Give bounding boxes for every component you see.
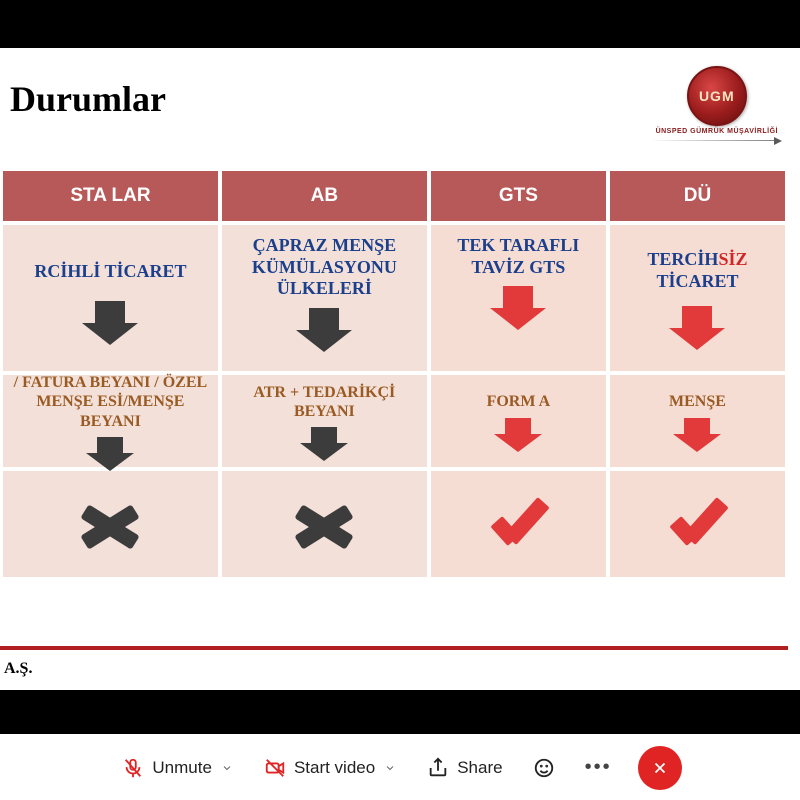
document-label: ATR + TEDARİKÇİ BEYANI — [228, 383, 421, 421]
table-cell — [220, 469, 429, 579]
table-row: RCİHLİ TİCARET ÇAPRAZ MENŞE KÜMÜLASYONU … — [1, 223, 787, 373]
wax-seal-icon: UGM — [687, 66, 747, 126]
arrow-down-icon — [300, 427, 348, 461]
cross-icon — [294, 503, 354, 551]
comparison-table: STA LAR AB GTS DÜ RCİHLİ TİCARET ÇAPRAZ … — [0, 168, 788, 580]
more-icon: ••• — [585, 756, 612, 779]
smiley-icon — [533, 757, 555, 779]
table-cell: ÇAPRAZ MENŞE KÜMÜLASYONU ÜLKELERİ — [220, 223, 429, 373]
table-header: DÜ — [608, 169, 787, 223]
cross-icon — [80, 503, 140, 551]
table-row: / FATURA BEYANI / ÖZEL MENŞE ESİ/MENŞE B… — [1, 373, 787, 469]
share-button[interactable]: Share — [423, 751, 506, 785]
meeting-toolbar: Unmute Start video Share — [0, 734, 800, 800]
video-letterbox-top — [0, 0, 800, 48]
table-header-row: STA LAR AB GTS DÜ — [1, 169, 787, 223]
table-header: GTS — [429, 169, 608, 223]
arrow-down-icon — [296, 308, 352, 352]
table-cell — [608, 469, 787, 579]
category-label: ÇAPRAZ MENŞE KÜMÜLASYONU ÜLKELERİ — [228, 235, 421, 300]
table-cell — [1, 469, 220, 579]
table-cell: TEK TARAFLI TAVİZ GTS — [429, 223, 608, 373]
check-icon — [665, 501, 729, 553]
slide-title: Durumlar — [10, 78, 166, 120]
camera-off-icon — [264, 757, 286, 779]
share-icon — [427, 757, 449, 779]
start-video-button[interactable]: Start video — [260, 751, 401, 785]
document-label: MENŞE — [669, 392, 726, 411]
table-cell — [429, 469, 608, 579]
table-cell: RCİHLİ TİCARET — [1, 223, 220, 373]
share-label: Share — [457, 758, 502, 778]
table-cell: MENŞE — [608, 373, 787, 469]
leave-meeting-button[interactable] — [638, 746, 682, 790]
chevron-down-icon[interactable] — [383, 761, 397, 775]
category-label: TERCİHSİZ TİCARET — [616, 249, 779, 292]
chevron-down-icon[interactable] — [220, 761, 234, 775]
slide-divider — [0, 646, 788, 650]
table-cell: / FATURA BEYANI / ÖZEL MENŞE ESİ/MENŞE B… — [1, 373, 220, 469]
microphone-muted-icon — [122, 757, 144, 779]
company-logo: UGM ÜNSPED GÜMRÜK MÜŞAVİRLİĞİ — [656, 66, 778, 135]
table-cell: ATR + TEDARİKÇİ BEYANI — [220, 373, 429, 469]
table-row — [1, 469, 787, 579]
category-label: RCİHLİ TİCARET — [34, 261, 186, 283]
arrow-down-icon — [494, 418, 542, 452]
arrow-down-icon — [490, 286, 546, 330]
more-button[interactable]: ••• — [581, 750, 616, 785]
logo-subtitle: ÜNSPED GÜMRÜK MÜŞAVİRLİĞİ — [656, 128, 778, 135]
table-cell: TERCİHSİZ TİCARET — [608, 223, 787, 373]
arrow-down-icon — [673, 418, 721, 452]
table-cell: FORM A — [429, 373, 608, 469]
category-label: TEK TARAFLI TAVİZ GTS — [437, 235, 600, 278]
arrow-down-icon — [669, 306, 725, 350]
arrow-down-icon — [86, 437, 134, 471]
arrow-down-icon — [82, 301, 138, 345]
reactions-button[interactable] — [529, 751, 559, 785]
check-icon — [486, 501, 550, 553]
unmute-label: Unmute — [152, 758, 212, 778]
document-label: / FATURA BEYANI / ÖZEL MENŞE ESİ/MENŞE B… — [9, 373, 212, 431]
table-header: STA LAR — [1, 169, 220, 223]
start-video-label: Start video — [294, 758, 375, 778]
slide-footer: A.Ş. — [4, 660, 32, 678]
unmute-button[interactable]: Unmute — [118, 751, 238, 785]
logo-underline — [650, 140, 780, 141]
video-letterbox-bottom — [0, 690, 800, 734]
presentation-slide: Durumlar UGM ÜNSPED GÜMRÜK MÜŞAVİRLİĞİ S… — [0, 48, 800, 690]
document-label: FORM A — [487, 392, 551, 411]
table-header: AB — [220, 169, 429, 223]
